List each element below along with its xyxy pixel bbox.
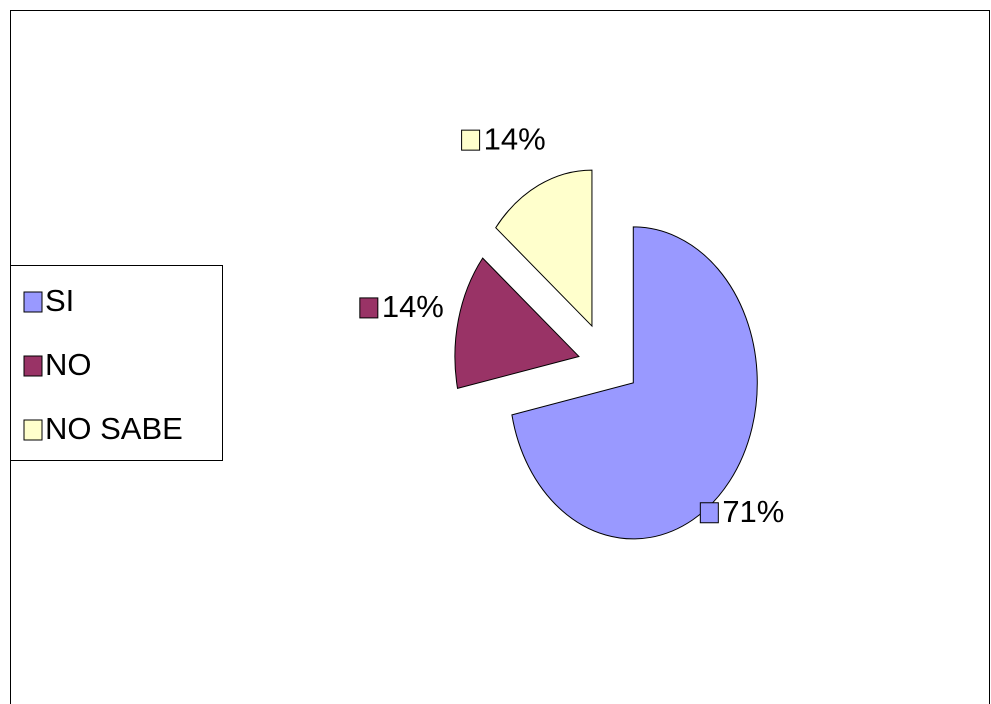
legend-label: SI [45, 283, 74, 318]
legend-swatch [23, 419, 43, 441]
pie-slice [454, 257, 580, 390]
legend-box [10, 265, 223, 461]
data-label: 14% [382, 289, 444, 324]
legend-label: NO [45, 347, 92, 382]
data-label: 14% [484, 121, 546, 156]
legend-swatch [23, 355, 43, 377]
pie-slice [511, 226, 758, 540]
legend-swatch [23, 291, 43, 313]
pie-slice [495, 169, 593, 328]
legend-label: NO SABE [45, 411, 183, 446]
data-label: 71% [722, 494, 784, 529]
data-label-swatch [699, 502, 719, 524]
data-label-swatch [359, 297, 379, 319]
data-label-swatch [461, 129, 481, 151]
